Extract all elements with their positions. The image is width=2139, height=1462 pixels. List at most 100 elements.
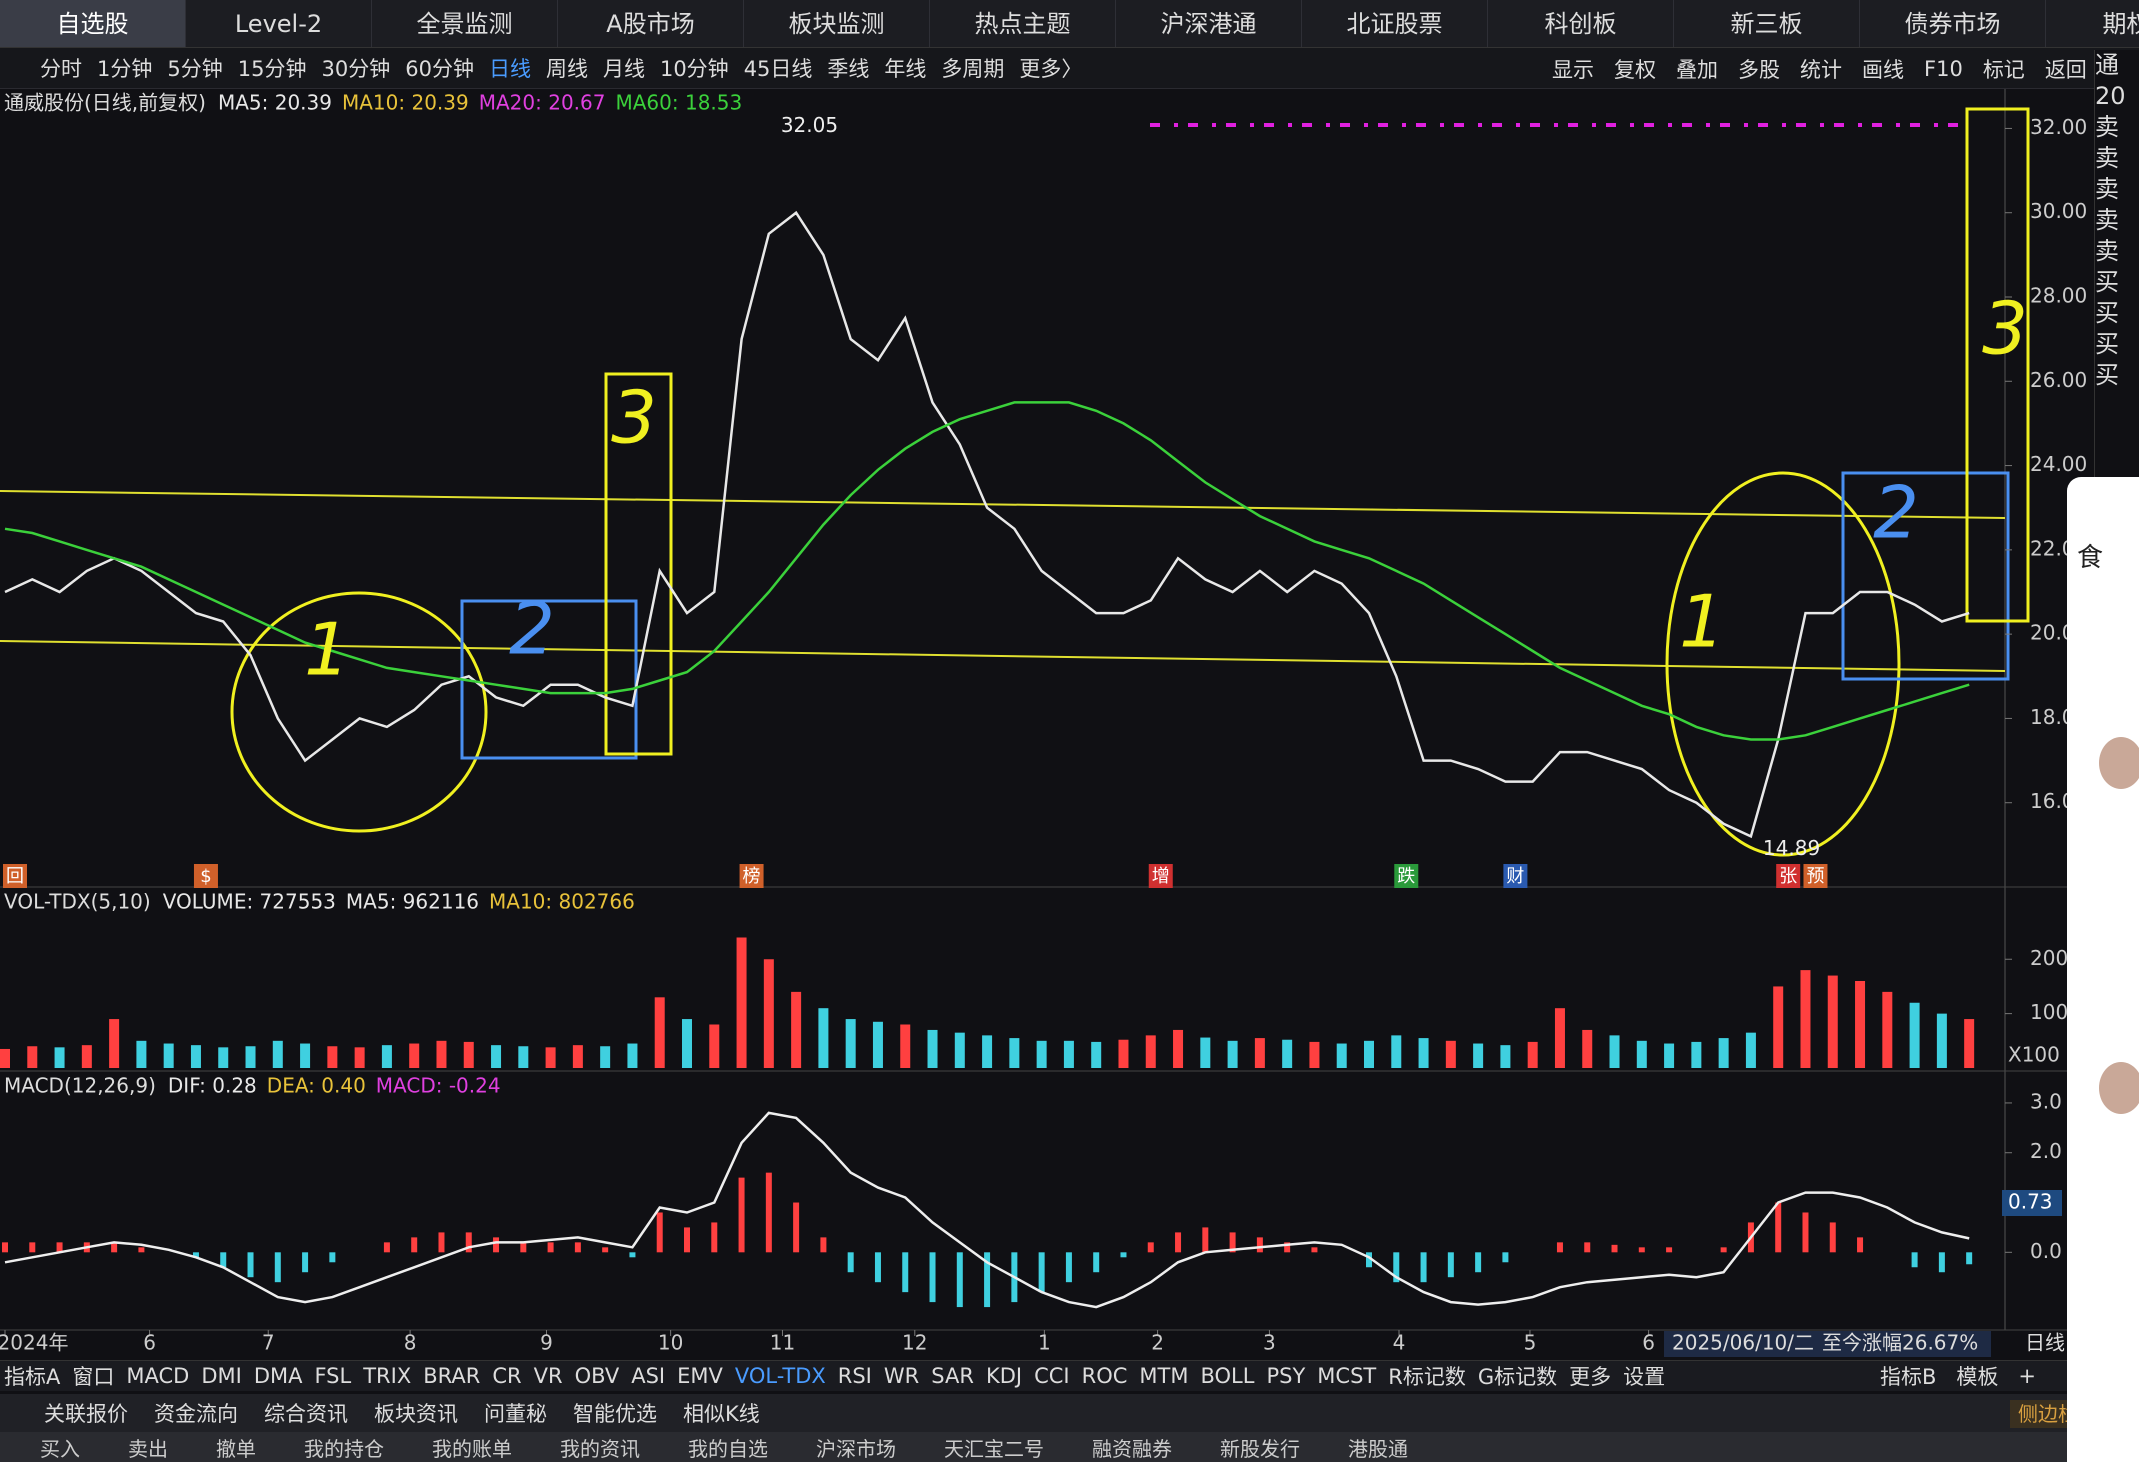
period[interactable]: 日线	[488, 57, 531, 81]
period[interactable]: 1分钟	[97, 57, 153, 81]
tool[interactable]: 标记	[1982, 57, 2025, 82]
tool[interactable]: 叠加	[1676, 57, 1718, 82]
indicator[interactable]: 窗口	[72, 1365, 115, 1389]
indicator[interactable]: MTM	[1139, 1364, 1189, 1388]
indicator[interactable]: ASI	[631, 1364, 666, 1388]
indicator[interactable]: SAR	[931, 1364, 974, 1388]
volume-bar	[518, 1046, 529, 1068]
tool[interactable]: 多股	[1738, 57, 1780, 82]
volume-bar	[327, 1046, 338, 1068]
macd-bar	[902, 1252, 909, 1293]
indicator[interactable]: 指标B	[1880, 1364, 1937, 1389]
tool[interactable]: 统计	[1800, 57, 1842, 82]
bottom-tab[interactable]: 综合资讯	[264, 1402, 348, 1426]
macd-bar	[1311, 1247, 1318, 1253]
period[interactable]: 更多〉	[1019, 57, 1083, 81]
period[interactable]: 5分钟	[167, 57, 223, 81]
period[interactable]: 季线	[827, 57, 870, 81]
tab[interactable]: 全景监测	[372, 0, 558, 47]
period[interactable]: 15分钟	[237, 57, 307, 81]
bottom-tab[interactable]: 板块资讯	[374, 1402, 458, 1426]
tab[interactable]: 债券市场	[1860, 0, 2046, 47]
chart-tools: 显示 复权 叠加 多股 统计 画线 F10 标记 返回	[1552, 48, 2087, 89]
indicator[interactable]: BOLL	[1200, 1364, 1255, 1388]
period[interactable]: 30分钟	[321, 57, 391, 81]
period[interactable]: 年线	[884, 57, 927, 81]
toolbar-item[interactable]: 新股发行	[1220, 1436, 1300, 1461]
indicator[interactable]: RSI	[837, 1364, 872, 1388]
period[interactable]: 周线	[545, 57, 588, 81]
tab[interactable]: 热点主题	[930, 0, 1116, 47]
x-tick-label: 10	[658, 1331, 683, 1355]
bottom-tab[interactable]: 资金流向	[154, 1402, 238, 1426]
bottom-tab[interactable]: 关联报价	[44, 1402, 128, 1426]
period[interactable]: 分时	[40, 57, 82, 81]
toolbar-item[interactable]: 我的持仓	[304, 1436, 384, 1461]
indicator[interactable]: DMA	[253, 1364, 303, 1388]
tab[interactable]: 科创板	[1488, 0, 1674, 47]
indicator[interactable]: 模板	[1956, 1364, 1999, 1389]
tool[interactable]: 返回	[2044, 57, 2087, 82]
indicator[interactable]: ROC	[1081, 1364, 1128, 1388]
volume-bar	[818, 1008, 829, 1068]
toolbar-item[interactable]: 天汇宝二号	[944, 1436, 1044, 1461]
tool[interactable]: F10	[1924, 56, 1963, 81]
period[interactable]: 多周期	[941, 57, 1005, 81]
indicator[interactable]: DMI	[201, 1364, 242, 1388]
indicator[interactable]: MCST	[1317, 1364, 1377, 1388]
bottom-tab[interactable]: 问董秘	[484, 1402, 547, 1426]
indicator[interactable]: BRAR	[423, 1364, 481, 1388]
macd-bar	[1857, 1237, 1864, 1253]
tab[interactable]: Level-2	[186, 0, 372, 47]
indicator[interactable]: OBV	[574, 1364, 620, 1388]
toolbar-item[interactable]: 我的自选	[688, 1436, 768, 1461]
bottom-tab[interactable]: 相似K线	[683, 1402, 760, 1426]
indicator[interactable]: EMV	[677, 1364, 723, 1388]
indicator[interactable]: 设置	[1623, 1365, 1666, 1389]
toolbar-item[interactable]: 融资融券	[1092, 1436, 1172, 1461]
period[interactable]: 45日线	[743, 57, 813, 81]
indicator[interactable]: WR	[883, 1364, 920, 1388]
tool[interactable]: 复权	[1614, 57, 1656, 82]
period[interactable]: 10分钟	[659, 57, 729, 81]
volume-bar	[1745, 1032, 1756, 1068]
indicator[interactable]: +	[2018, 1363, 2037, 1388]
tab[interactable]: A股市场	[558, 0, 744, 47]
indicator[interactable]: MACD	[126, 1364, 190, 1388]
indicator[interactable]: VR	[533, 1364, 563, 1388]
tab[interactable]: 期权市	[2046, 0, 2139, 47]
indicator[interactable]: FSL	[314, 1364, 352, 1388]
tab[interactable]: 自选股	[0, 0, 186, 47]
tab[interactable]: 沪深港通	[1116, 0, 1302, 47]
indicator[interactable]: KDJ	[985, 1364, 1023, 1388]
tab[interactable]: 北证股票	[1302, 0, 1488, 47]
tool[interactable]: 画线	[1862, 57, 1904, 82]
indicator[interactable]: 指标A	[4, 1365, 61, 1389]
indicator[interactable]: CR	[492, 1364, 522, 1388]
toolbar-item[interactable]: 港股通	[1348, 1436, 1408, 1461]
indicator[interactable]: CCI	[1034, 1364, 1070, 1388]
toolbar-item[interactable]: 买入	[40, 1436, 80, 1461]
indicator[interactable]: VOL-TDX	[734, 1364, 826, 1388]
period[interactable]: 60分钟	[405, 57, 474, 81]
bottom-tab[interactable]: 智能优选	[573, 1402, 657, 1426]
toolbar-item[interactable]: 撤单	[216, 1436, 256, 1461]
toolbar-item[interactable]: 我的账单	[432, 1436, 512, 1461]
tab[interactable]: 新三板	[1674, 0, 1860, 47]
signal-label: 回	[6, 866, 24, 887]
toolbar-item[interactable]: 沪深市场	[816, 1436, 896, 1461]
toolbar-item[interactable]: 我的资讯	[560, 1436, 640, 1461]
indicator[interactable]: TRIX	[363, 1364, 412, 1388]
tool[interactable]: 显示	[1552, 57, 1594, 82]
indicator[interactable]: 更多	[1569, 1365, 1612, 1389]
volume-bar	[1882, 991, 1893, 1068]
unit-label: X100	[2008, 1043, 2060, 1067]
indicator[interactable]: G标记数	[1477, 1365, 1558, 1389]
period[interactable]: 月线	[602, 57, 645, 81]
tab[interactable]: 板块监测	[744, 0, 930, 47]
volume-bar	[1936, 1013, 1947, 1068]
indicator[interactable]: R标记数	[1388, 1365, 1466, 1389]
indicator[interactable]: PSY	[1266, 1364, 1306, 1388]
volume-bar	[109, 1019, 120, 1068]
toolbar-item[interactable]: 卖出	[128, 1436, 168, 1461]
